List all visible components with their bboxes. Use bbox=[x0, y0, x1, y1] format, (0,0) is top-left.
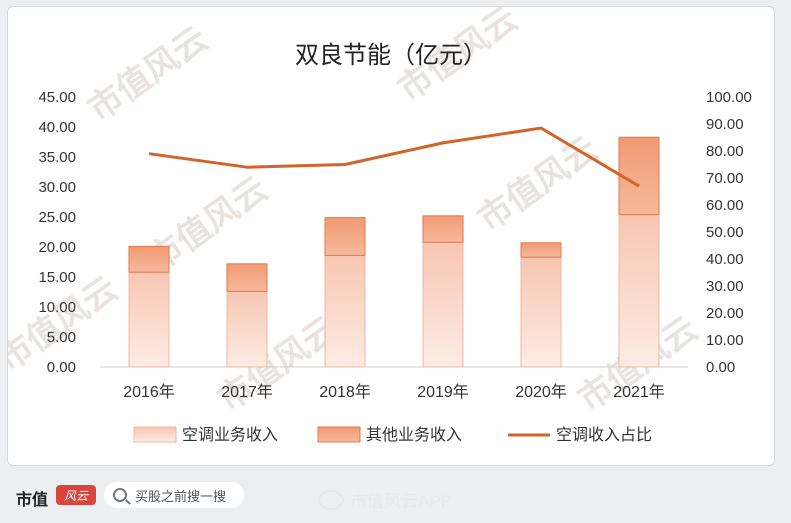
left-axis-tick-label: 35.00 bbox=[38, 149, 76, 166]
brand-logo: 风云 bbox=[56, 485, 96, 505]
bar-other-revenue bbox=[128, 245, 170, 273]
right-axis: 0.00 10.00 20.00 30.00 40.00 50.00 60.00 70.00 8… bbox=[706, 89, 752, 376]
x-axis-tick-label: 2016年 bbox=[123, 383, 175, 401]
legend: 空调业务收入 其他业务收入 空调收入占比 bbox=[133, 426, 652, 444]
x-axis-tick-label: 2018年 bbox=[319, 383, 371, 401]
x-axis: 2016年 2017年 2018年 2019年 2020年 2021年 bbox=[123, 383, 665, 401]
right-axis-tick-label: 10.00 bbox=[706, 332, 744, 349]
legend-swatch-other-revenue bbox=[317, 426, 361, 443]
bar-ac-revenue bbox=[226, 290, 268, 368]
bar-other-revenue bbox=[422, 215, 464, 243]
right-axis-tick-label: 90.00 bbox=[706, 116, 744, 133]
right-axis-tick-label: 50.00 bbox=[706, 224, 744, 241]
right-axis-tick-label: 60.00 bbox=[706, 197, 744, 214]
x-axis-tick-label: 2020年 bbox=[515, 383, 567, 401]
bar-other-revenue bbox=[226, 263, 268, 292]
right-axis-tick-label: 100.00 bbox=[706, 89, 752, 106]
right-axis-tick-label: 30.00 bbox=[706, 278, 744, 295]
left-axis-tick-label: 45.00 bbox=[38, 89, 76, 106]
search-box[interactable]: 买股之前搜一搜 bbox=[104, 482, 244, 508]
left-axis-tick-label: 20.00 bbox=[38, 239, 76, 256]
legend-swatch-ac-revenue bbox=[133, 426, 177, 443]
bars bbox=[128, 136, 660, 368]
legend-label-other-revenue: 其他业务收入 bbox=[366, 426, 462, 444]
x-axis-tick-label: 2019年 bbox=[417, 383, 469, 401]
right-axis-tick-label: 80.00 bbox=[706, 143, 744, 160]
bar-ac-revenue bbox=[324, 254, 366, 368]
left-axis-tick-label: 15.00 bbox=[38, 269, 76, 286]
bar-other-revenue bbox=[520, 242, 562, 258]
left-axis-tick-label: 5.00 bbox=[47, 329, 76, 346]
chart-svg: 双良节能（亿元） 0.00 5.00 10.00 15.00 20.00 25.00 30.… bbox=[38, 41, 752, 444]
left-axis-tick-label: 0.00 bbox=[47, 359, 76, 376]
weibo-credit: 市值风云APP bbox=[318, 487, 452, 512]
weibo-icon bbox=[318, 489, 344, 510]
left-axis-tick-label: 40.00 bbox=[38, 119, 76, 136]
bar-other-revenue bbox=[324, 217, 366, 256]
bar-ac-revenue bbox=[422, 241, 464, 368]
x-axis-tick-label: 2017年 bbox=[221, 383, 273, 401]
bar-other-revenue bbox=[618, 136, 660, 216]
chart-card: 市值风云 市值风云 市值风云 市值风云 市值风云 市值风云 市值风云 双良节能（… bbox=[7, 6, 775, 466]
left-axis-tick-label: 25.00 bbox=[38, 209, 76, 226]
bar-ac-revenue bbox=[618, 214, 660, 368]
bar-ac-revenue bbox=[520, 256, 562, 368]
line-ac-share bbox=[148, 126, 640, 188]
right-axis-tick-label: 40.00 bbox=[706, 251, 744, 268]
legend-label-ac-share: 空调收入占比 bbox=[556, 426, 652, 444]
footer-bar: 市值 风云 买股之前搜一搜 市值风云APP bbox=[0, 470, 791, 523]
left-axis-tick-label: 30.00 bbox=[38, 179, 76, 196]
bar-ac-revenue bbox=[128, 271, 170, 368]
legend-label-ac-revenue: 空调业务收入 bbox=[182, 426, 278, 444]
x-axis-tick-label: 2021年 bbox=[613, 383, 665, 401]
right-axis-tick-label: 70.00 bbox=[706, 170, 744, 187]
right-axis-tick-label: 20.00 bbox=[706, 305, 744, 322]
left-axis: 0.00 5.00 10.00 15.00 20.00 25.00 30.00 35.00 40… bbox=[38, 89, 76, 376]
right-axis-tick-label: 0.00 bbox=[706, 359, 735, 376]
search-placeholder: 买股之前搜一搜 bbox=[135, 488, 227, 504]
left-axis-tick-label: 10.00 bbox=[38, 299, 76, 316]
brand-name: 市值 bbox=[16, 492, 49, 509]
search-icon bbox=[113, 488, 127, 502]
line-series bbox=[148, 126, 640, 188]
weibo-handle: 市值风云APP bbox=[350, 492, 453, 511]
chart-title: 双良节能（亿元） bbox=[295, 41, 487, 69]
